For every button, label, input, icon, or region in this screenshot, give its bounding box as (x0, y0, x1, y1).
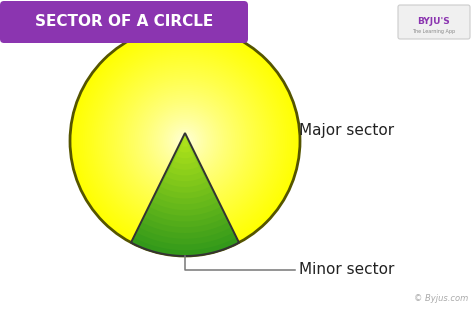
Circle shape (78, 34, 292, 248)
Circle shape (129, 85, 241, 197)
Circle shape (133, 89, 237, 193)
Polygon shape (139, 133, 231, 239)
Circle shape (122, 78, 248, 204)
Circle shape (76, 32, 294, 250)
Circle shape (137, 93, 233, 189)
Circle shape (74, 30, 296, 252)
Circle shape (102, 59, 267, 223)
Circle shape (139, 95, 231, 187)
Circle shape (131, 87, 239, 195)
Circle shape (151, 107, 219, 176)
Circle shape (146, 103, 223, 179)
Circle shape (156, 112, 214, 170)
Circle shape (173, 129, 197, 153)
Polygon shape (174, 133, 196, 164)
Polygon shape (131, 133, 239, 256)
Circle shape (168, 124, 202, 158)
Circle shape (82, 37, 289, 244)
Circle shape (148, 104, 221, 177)
Circle shape (124, 80, 246, 202)
Text: SECTOR OF A CIRCLE: SECTOR OF A CIRCLE (35, 15, 213, 29)
Text: Minor sector: Minor sector (299, 263, 394, 277)
Circle shape (155, 110, 216, 172)
Circle shape (107, 62, 264, 220)
Circle shape (120, 76, 250, 206)
Polygon shape (164, 133, 207, 187)
Circle shape (116, 72, 254, 210)
Circle shape (91, 47, 279, 235)
Circle shape (72, 28, 298, 254)
Circle shape (83, 40, 287, 243)
Circle shape (93, 49, 277, 233)
Polygon shape (166, 133, 204, 181)
Circle shape (158, 114, 212, 168)
Circle shape (126, 82, 245, 201)
Circle shape (141, 97, 229, 185)
Circle shape (183, 139, 187, 143)
Polygon shape (180, 133, 191, 153)
Circle shape (97, 53, 273, 229)
Polygon shape (145, 133, 226, 227)
Polygon shape (142, 133, 228, 233)
Circle shape (177, 133, 192, 149)
Circle shape (112, 68, 258, 214)
Polygon shape (150, 133, 220, 216)
Circle shape (166, 122, 204, 160)
Text: The Learning App: The Learning App (412, 28, 456, 33)
Circle shape (145, 101, 225, 181)
Polygon shape (134, 133, 237, 250)
Circle shape (143, 99, 227, 183)
Text: Major sector: Major sector (299, 124, 394, 138)
Circle shape (162, 118, 208, 164)
Polygon shape (137, 133, 234, 244)
Polygon shape (182, 133, 188, 147)
Circle shape (85, 41, 285, 241)
Polygon shape (161, 133, 210, 193)
Circle shape (110, 66, 260, 216)
Circle shape (99, 55, 271, 227)
FancyBboxPatch shape (0, 1, 248, 43)
Circle shape (104, 61, 265, 222)
Circle shape (114, 70, 256, 212)
Circle shape (89, 45, 281, 237)
Text: © Byjus.com: © Byjus.com (414, 294, 468, 303)
Circle shape (80, 36, 291, 246)
Circle shape (70, 26, 300, 256)
Circle shape (172, 128, 199, 154)
Circle shape (181, 137, 189, 145)
Circle shape (153, 108, 218, 174)
Circle shape (164, 120, 206, 162)
Circle shape (128, 83, 243, 198)
Circle shape (87, 43, 283, 239)
Polygon shape (177, 133, 193, 158)
Circle shape (135, 91, 235, 191)
Polygon shape (172, 133, 199, 170)
Circle shape (118, 74, 252, 208)
Polygon shape (169, 133, 201, 176)
Circle shape (109, 64, 262, 218)
Circle shape (179, 135, 191, 147)
Polygon shape (155, 133, 215, 204)
FancyBboxPatch shape (398, 5, 470, 39)
Polygon shape (147, 133, 223, 222)
Text: BYJU'S: BYJU'S (418, 18, 450, 27)
Circle shape (170, 126, 201, 156)
Polygon shape (158, 133, 212, 198)
Circle shape (100, 57, 269, 225)
Circle shape (160, 116, 210, 166)
Circle shape (95, 51, 275, 231)
Polygon shape (153, 133, 218, 210)
Circle shape (175, 131, 195, 150)
